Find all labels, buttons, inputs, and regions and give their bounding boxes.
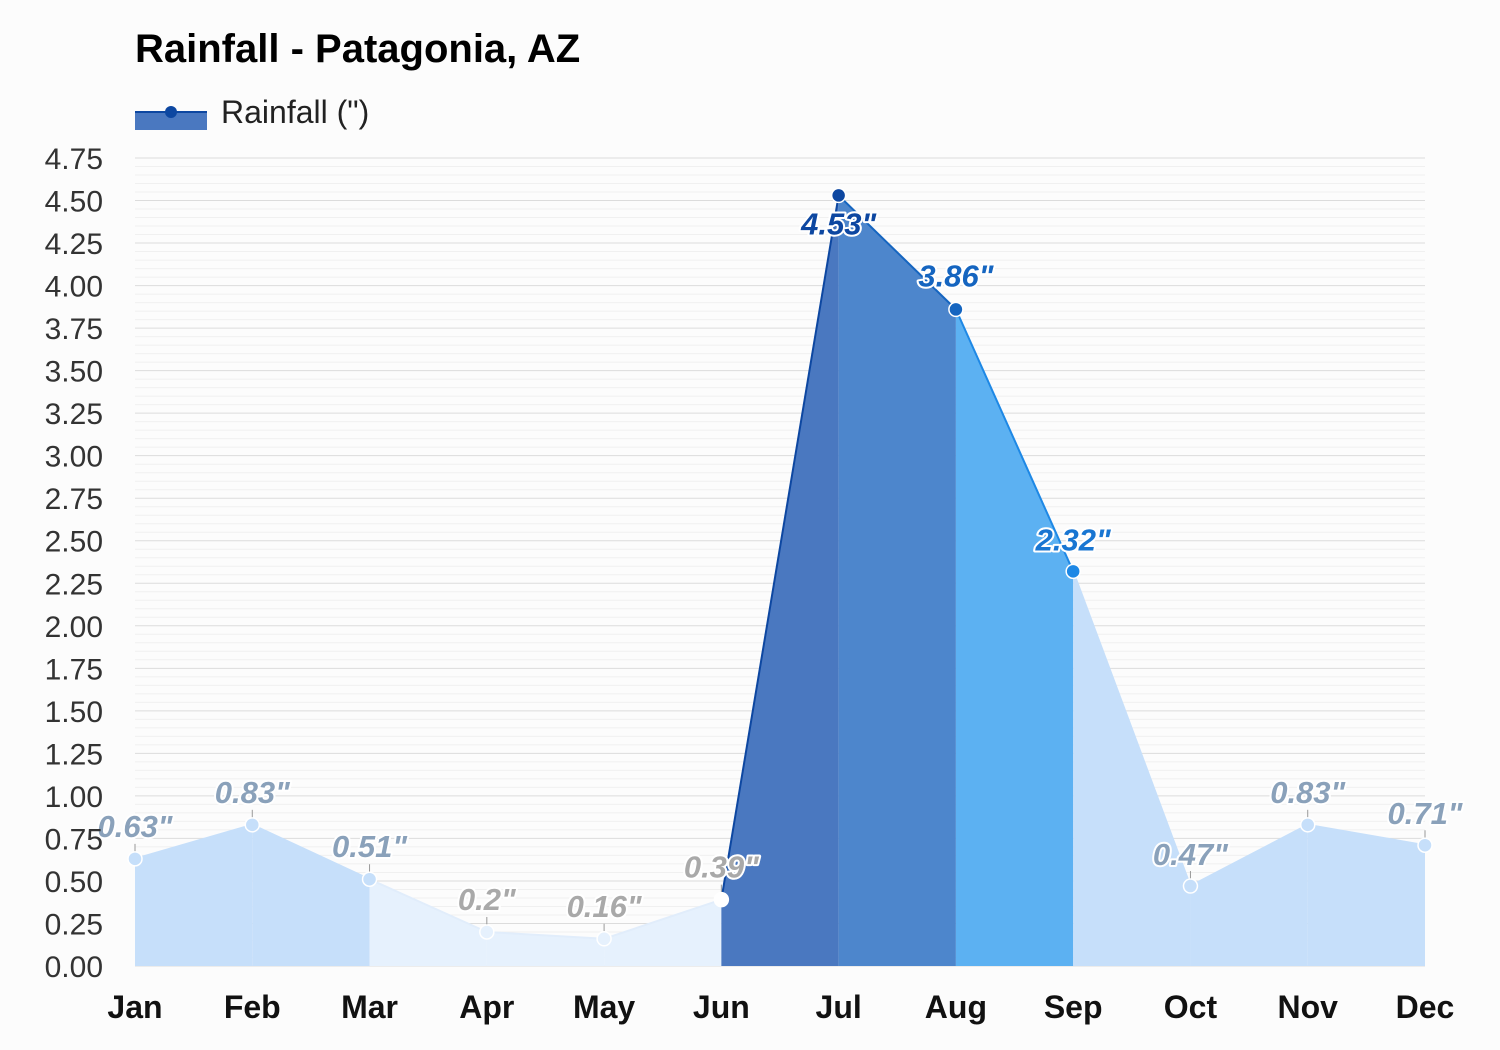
x-tick-label: Nov (1278, 989, 1339, 1025)
data-point (1299, 817, 1316, 833)
data-point (361, 871, 378, 887)
x-tick-label: Jun (693, 989, 750, 1025)
line-segment (486, 930, 605, 940)
data-label: 0.16" (567, 889, 643, 924)
rainfall-points (127, 187, 1433, 947)
x-tick-label: May (573, 989, 635, 1025)
data-point (1417, 837, 1433, 853)
x-tick-label: Aug (925, 989, 987, 1025)
x-tick-label: Mar (341, 989, 398, 1025)
x-tick-label: Oct (1164, 989, 1218, 1025)
y-axis: 0.00 0.25 0.50 0.75 1.00 1.25 1.50 1.75 2.00 2.25… (45, 143, 103, 984)
data-labels: 0.63" 0.83" 0.51" 0.2" 0.16" 0.39" 4.53" 3.86" 2… (95, 204, 1465, 925)
data-point (713, 891, 730, 908)
y-tick-label: 2.75 (45, 483, 103, 516)
data-label: 0.51" (332, 829, 408, 864)
y-tick-label: 2.50 (45, 526, 103, 559)
line-segment (837, 194, 957, 311)
y-tick-label: 1.75 (45, 653, 103, 686)
data-label: 0.47" (1153, 837, 1229, 872)
legend[interactable]: Rainfall (") (135, 94, 369, 130)
area-segment (1307, 824, 1425, 966)
legend-label: Rainfall (") (221, 94, 369, 130)
y-tick-label: 4.75 (45, 143, 103, 176)
line-segment (369, 878, 488, 933)
area-segment (1190, 824, 1308, 966)
line-segment (134, 823, 253, 860)
y-tick-label: 3.75 (45, 313, 103, 346)
line-segment (251, 823, 370, 881)
data-point (479, 924, 495, 940)
data-point (127, 851, 143, 867)
y-tick-label: 1.00 (45, 781, 103, 814)
data-label: 4.53" (800, 206, 877, 241)
y-tick-label: 0.00 (45, 951, 103, 984)
data-label: 2.32" (1035, 522, 1112, 557)
data-label: 0.39" (684, 850, 760, 885)
area-segment (1073, 571, 1191, 966)
rainfall-lines (134, 194, 1426, 940)
line-segment (1189, 823, 1309, 887)
area-segment (955, 309, 1074, 966)
line-segment (1072, 571, 1192, 887)
y-tick-label: 3.00 (45, 441, 103, 474)
data-label: 0.71" (1387, 796, 1463, 831)
x-tick-label: Feb (224, 989, 281, 1025)
y-tick-label: 4.50 (45, 186, 103, 219)
rainfall-areas (135, 195, 1425, 966)
data-point (596, 931, 612, 947)
area-segment (838, 195, 956, 966)
area-segment (135, 824, 253, 966)
x-tick-label: Apr (459, 989, 514, 1025)
x-axis: Jan Feb Mar Apr May Jun Jul Aug Sep Oct Nov Dec (107, 989, 1454, 1025)
y-tick-label: 0.50 (45, 866, 103, 899)
y-tick-label: 3.50 (45, 356, 103, 389)
legend-swatch (135, 111, 207, 130)
line-segment (1307, 823, 1426, 847)
y-tick-label: 1.50 (45, 696, 103, 729)
x-tick-label: Sep (1044, 989, 1103, 1025)
y-tick-label: 4.25 (45, 228, 103, 261)
area-segment (252, 824, 370, 966)
area-segment (721, 195, 839, 966)
legend-marker (165, 106, 177, 118)
data-label: 0.83" (1270, 775, 1346, 810)
y-tick-label: 0.75 (45, 823, 103, 856)
y-tick-label: 3.25 (45, 398, 103, 431)
x-tick-label: Dec (1396, 989, 1455, 1025)
x-tick-label: Jan (107, 989, 162, 1025)
area-segment (604, 899, 722, 966)
data-label: 0.83" (215, 775, 291, 810)
chart-title: Rainfall - Patagonia, AZ (135, 27, 580, 71)
x-tick-label: Jul (816, 989, 862, 1025)
area-segment (369, 879, 487, 966)
data-label: 0.2" (458, 882, 517, 917)
y-tick-label: 0.25 (45, 908, 103, 941)
y-tick-label: 4.00 (45, 271, 103, 304)
data-point (948, 301, 964, 318)
line-segment (603, 898, 722, 940)
area-segment (486, 931, 605, 966)
data-label: 0.63" (97, 809, 173, 844)
y-tick-label: 2.25 (45, 568, 103, 601)
y-tick-label: 2.00 (45, 611, 103, 644)
data-point (830, 187, 847, 204)
line-segment (954, 308, 1075, 572)
line-segment (720, 195, 840, 900)
y-tick-label: 1.25 (45, 738, 103, 771)
data-point (244, 817, 261, 833)
data-point (1182, 878, 1199, 894)
data-label: 3.86" (918, 258, 994, 293)
data-point (1065, 563, 1081, 580)
